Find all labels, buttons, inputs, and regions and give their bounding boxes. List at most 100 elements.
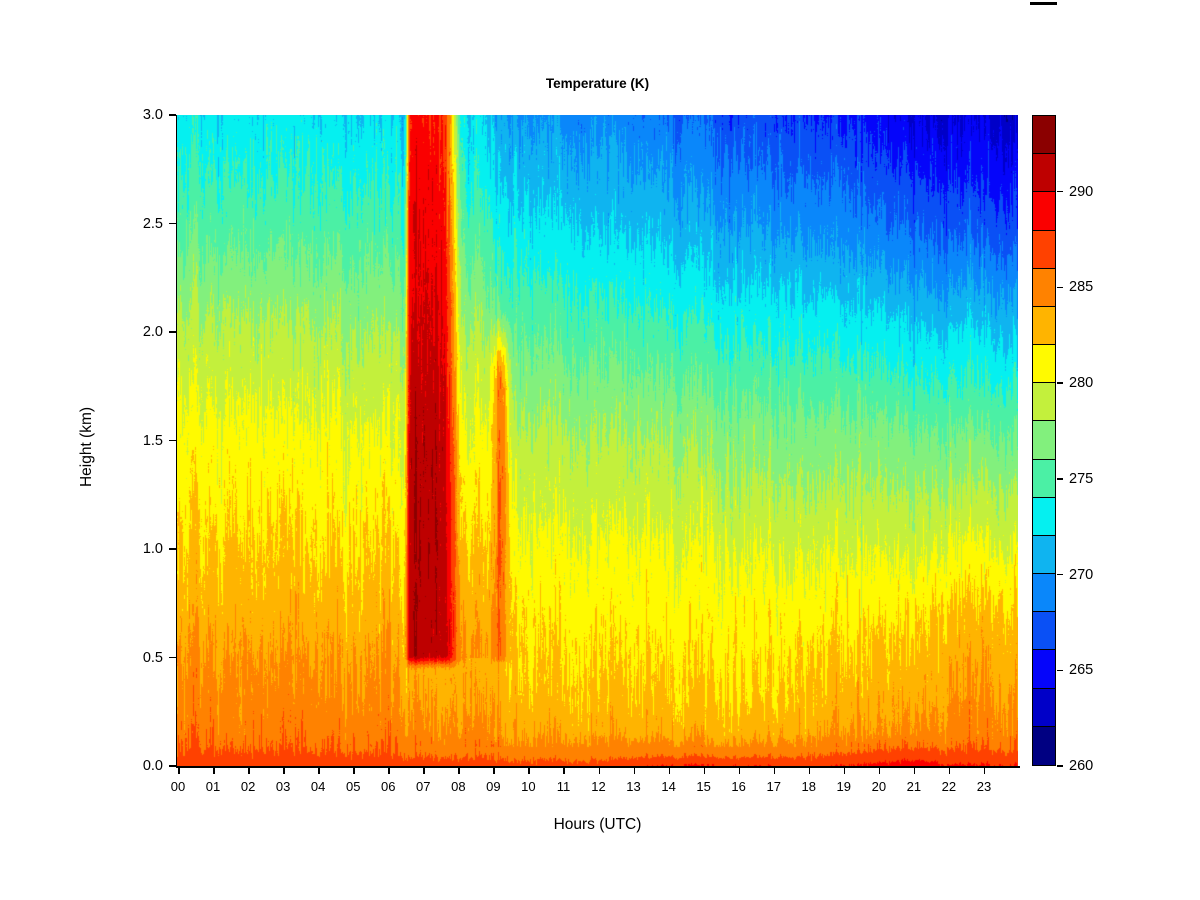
x-tick-mark bbox=[598, 767, 600, 774]
x-tick-label: 02 bbox=[240, 779, 256, 794]
x-tick-mark bbox=[178, 767, 180, 774]
y-tick-mark bbox=[169, 548, 176, 550]
x-tick-mark bbox=[843, 767, 846, 774]
colorbar-tick-label: 260 bbox=[1069, 758, 1094, 774]
y-tick-mark bbox=[169, 439, 176, 442]
x-tick-label: 00 bbox=[170, 779, 186, 794]
colorbar-block bbox=[1033, 612, 1055, 651]
x-tick-label: 23 bbox=[976, 779, 992, 794]
colorbar-block bbox=[1033, 268, 1055, 307]
colorbar-tick-mark bbox=[1057, 573, 1063, 576]
chart-title: Temperature (K) bbox=[545, 76, 650, 91]
x-tick-label: 20 bbox=[871, 779, 887, 794]
y-tick-label: 1.5 bbox=[142, 432, 163, 449]
y-tick-label: 2.0 bbox=[142, 324, 163, 340]
x-tick-label: 08 bbox=[451, 779, 466, 794]
x-tick-label: 16 bbox=[731, 779, 746, 794]
colorbar-block bbox=[1033, 192, 1055, 231]
colorbar-block bbox=[1033, 726, 1055, 765]
x-tick-mark bbox=[318, 767, 320, 774]
x-tick-mark bbox=[738, 767, 741, 774]
x-tick-mark bbox=[948, 767, 951, 774]
colorbar-block bbox=[1033, 688, 1055, 727]
colorbar-block bbox=[1033, 650, 1055, 689]
colorbar-block bbox=[1033, 497, 1055, 536]
x-tick-label: 17 bbox=[766, 779, 781, 794]
x-tick-label: 04 bbox=[310, 779, 326, 794]
colorbar-tick-mark bbox=[1057, 765, 1063, 767]
x-tick-label: 22 bbox=[941, 779, 957, 794]
colorbar-tick-mark bbox=[1057, 382, 1063, 384]
colorbar-tick-mark bbox=[1057, 669, 1063, 671]
colorbar-tick-mark bbox=[1057, 286, 1063, 289]
x-tick-label: 12 bbox=[591, 779, 606, 794]
stray-mark bbox=[1030, 2, 1057, 5]
colorbar-block bbox=[1033, 574, 1055, 613]
y-tick-label: 3.0 bbox=[142, 107, 163, 123]
x-tick-label: 05 bbox=[345, 779, 361, 794]
x-tick-mark bbox=[423, 767, 425, 774]
x-tick-mark bbox=[773, 767, 776, 774]
colorbar-block bbox=[1033, 306, 1055, 346]
x-tick-label: 03 bbox=[275, 779, 291, 794]
x-tick-mark bbox=[388, 767, 390, 774]
colorbar-block bbox=[1033, 535, 1055, 575]
x-tick-mark bbox=[878, 767, 881, 774]
x-tick-mark bbox=[213, 767, 215, 774]
x-tick-label: 21 bbox=[906, 779, 922, 794]
x-tick-label: 14 bbox=[661, 779, 676, 794]
y-tick-label: 0.0 bbox=[142, 758, 163, 774]
colorbar-tick-label: 265 bbox=[1069, 662, 1094, 679]
x-axis-line bbox=[176, 766, 1020, 768]
x-tick-mark bbox=[633, 767, 636, 774]
colorbar bbox=[1032, 115, 1056, 766]
x-tick-mark bbox=[458, 767, 460, 774]
x-tick-label: 19 bbox=[836, 779, 852, 794]
x-tick-mark bbox=[353, 767, 355, 774]
y-tick-mark bbox=[169, 114, 176, 116]
x-tick-label: 09 bbox=[486, 779, 501, 794]
x-tick-mark bbox=[808, 767, 811, 774]
y-tick-mark bbox=[169, 222, 176, 225]
y-axis-title: Height (km) bbox=[78, 406, 95, 488]
x-tick-mark bbox=[913, 767, 916, 774]
colorbar-tick-label: 290 bbox=[1069, 183, 1094, 200]
x-tick-label: 10 bbox=[521, 779, 536, 794]
colorbar-block bbox=[1033, 230, 1055, 269]
x-tick-mark bbox=[703, 767, 706, 774]
x-tick-mark bbox=[528, 767, 530, 774]
x-tick-label: 18 bbox=[801, 779, 816, 794]
colorbar-block bbox=[1033, 154, 1055, 193]
colorbar-block bbox=[1033, 459, 1055, 498]
y-tick-label: 0.5 bbox=[142, 649, 163, 666]
colorbar-tick-label: 275 bbox=[1069, 470, 1094, 487]
colorbar-block bbox=[1033, 383, 1055, 422]
x-axis-title: Hours (UTC) bbox=[553, 816, 642, 833]
y-axis-line bbox=[175, 115, 177, 767]
x-tick-label: 07 bbox=[416, 779, 431, 794]
y-tick-label: 2.5 bbox=[142, 215, 163, 232]
x-tick-label: 13 bbox=[626, 779, 641, 794]
colorbar-block bbox=[1033, 345, 1055, 384]
colorbar-tick-label: 280 bbox=[1069, 375, 1094, 392]
temperature-heatmap-canvas bbox=[177, 115, 1018, 766]
x-tick-label: 01 bbox=[205, 779, 221, 794]
y-tick-mark bbox=[169, 331, 176, 333]
x-tick-mark bbox=[983, 767, 986, 774]
x-tick-mark bbox=[668, 767, 671, 774]
x-tick-mark bbox=[563, 767, 565, 774]
colorbar-tick-mark bbox=[1057, 190, 1063, 193]
x-tick-label: 06 bbox=[381, 779, 396, 794]
y-tick-label: 1.0 bbox=[142, 541, 163, 557]
colorbar-tick-mark bbox=[1057, 478, 1063, 480]
x-tick-label: 11 bbox=[556, 779, 571, 794]
colorbar-tick-label: 285 bbox=[1069, 279, 1094, 296]
x-tick-mark bbox=[248, 767, 250, 774]
colorbar-block bbox=[1033, 421, 1055, 460]
y-tick-mark bbox=[169, 656, 176, 659]
colorbar-tick-label: 270 bbox=[1069, 566, 1094, 583]
x-tick-mark bbox=[283, 767, 285, 774]
colorbar-block bbox=[1033, 116, 1055, 155]
x-tick-label: 15 bbox=[696, 779, 711, 794]
